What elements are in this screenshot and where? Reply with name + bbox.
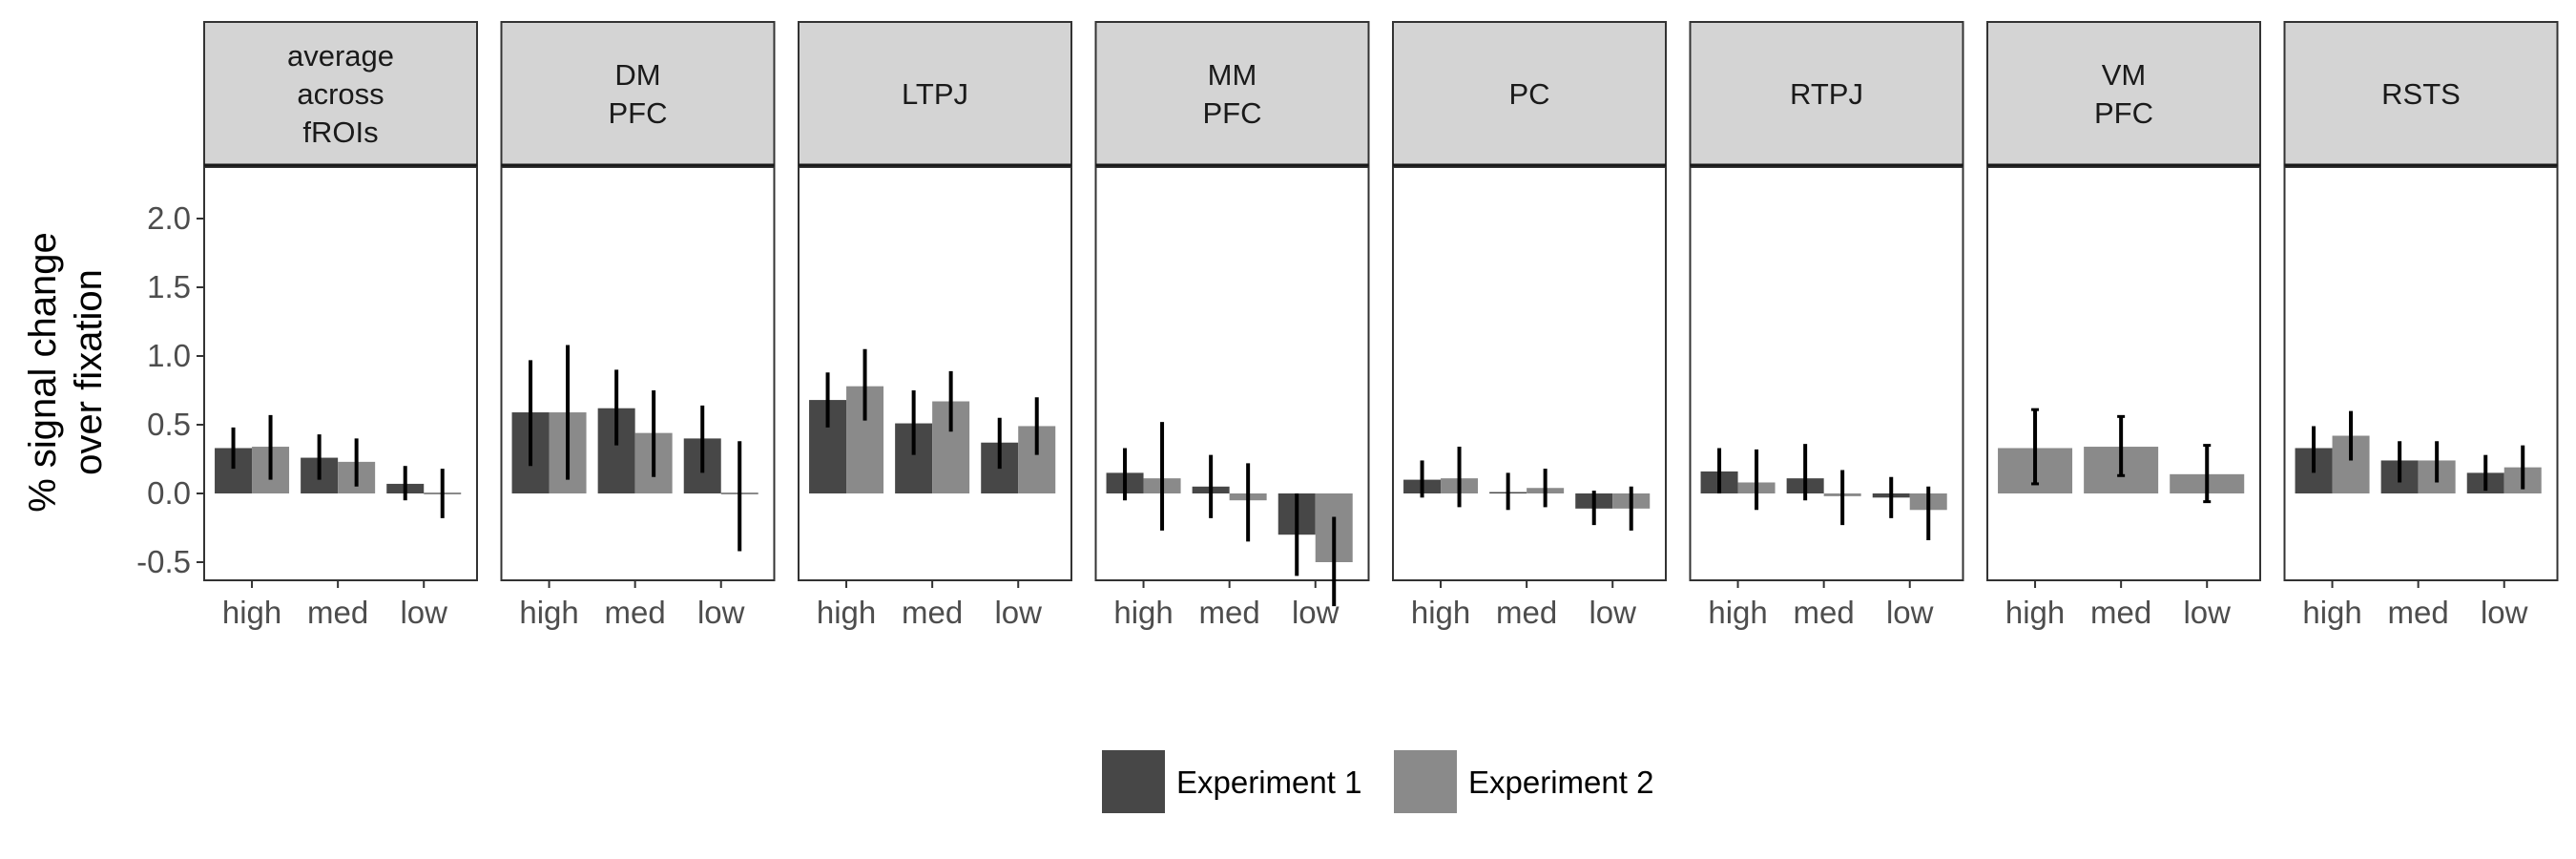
facet-panel: average across fROIs high med low bbox=[203, 21, 478, 630]
x-tick-label: med bbox=[307, 595, 368, 630]
x-tick-label: med bbox=[1496, 595, 1557, 630]
facet-title: PFC bbox=[609, 96, 668, 130]
y-tick-label: 0.0 bbox=[147, 475, 191, 511]
facet-strip bbox=[2283, 21, 2559, 166]
x-tick-label: low bbox=[400, 595, 447, 630]
y-axis-title: % signal change over fixation bbox=[22, 232, 110, 513]
x-tick-label: med bbox=[1199, 595, 1260, 630]
x-tick-label: high bbox=[2005, 595, 2065, 630]
x-tick-label: med bbox=[1794, 595, 1855, 630]
facet-strip bbox=[1094, 21, 1370, 166]
x-tick-label: med bbox=[2090, 595, 2151, 630]
x-tick-label: low bbox=[697, 595, 745, 630]
facet-strip bbox=[500, 21, 776, 166]
facet-title: MM bbox=[1208, 58, 1257, 92]
facet-panel: RTPJ high med low bbox=[1689, 21, 1964, 630]
facet-title: fROIs bbox=[302, 115, 378, 149]
facet-title: average bbox=[287, 39, 394, 73]
legend: Experiment 1 Experiment 2 bbox=[1102, 750, 1653, 813]
y-tick-label: 1.0 bbox=[147, 338, 191, 373]
x-tick-label: low bbox=[2481, 595, 2528, 630]
legend-label: Experiment 2 bbox=[1468, 765, 1653, 800]
x-tick-label: high bbox=[519, 595, 578, 630]
x-tick-label: high bbox=[2302, 595, 2361, 630]
legend-label: Experiment 1 bbox=[1176, 765, 1361, 800]
y-axis-label-line: over fixation bbox=[68, 269, 110, 475]
facet-panel: RSTS high med low bbox=[2283, 21, 2559, 630]
x-tick-label: low bbox=[1589, 595, 1636, 630]
panel-plot-area bbox=[1689, 166, 1964, 581]
facet-strip bbox=[1986, 21, 2261, 166]
panel-plot-area bbox=[203, 166, 478, 581]
x-tick-label: low bbox=[2183, 595, 2231, 630]
facet-title: PFC bbox=[1203, 96, 1262, 130]
panel-plot-area bbox=[2283, 166, 2559, 581]
x-tick-label: med bbox=[605, 595, 666, 630]
x-tick-label: low bbox=[1292, 595, 1340, 630]
facet-panel: VM PFC high med low bbox=[1986, 21, 2261, 630]
x-tick-label: high bbox=[222, 595, 281, 630]
x-tick-label: med bbox=[2388, 595, 2449, 630]
facet-title: VM bbox=[2102, 58, 2147, 92]
panel-plot-area bbox=[500, 166, 776, 581]
facet-title: RSTS bbox=[2381, 77, 2461, 111]
legend-swatch bbox=[1394, 750, 1457, 813]
x-tick-label: high bbox=[1113, 595, 1173, 630]
facet-strip bbox=[1392, 21, 1667, 166]
y-axis-label-line: % signal change bbox=[22, 232, 64, 513]
x-tick-label: low bbox=[1886, 595, 1934, 630]
panel-plot-area bbox=[1986, 166, 2261, 581]
y-tick-label: 2.0 bbox=[147, 200, 191, 236]
y-tick-label: -0.5 bbox=[136, 544, 191, 579]
y-axis-label: % signal change over fixation bbox=[22, 232, 110, 513]
facet-title: PFC bbox=[2094, 96, 2153, 130]
facet-strip bbox=[798, 21, 1072, 166]
x-tick-label: high bbox=[1708, 595, 1767, 630]
facet-title: DM bbox=[614, 58, 660, 92]
y-tick-label: 0.5 bbox=[147, 407, 191, 442]
y-tick-label: 1.5 bbox=[147, 269, 191, 304]
facet-title: LTPJ bbox=[902, 77, 968, 111]
panel-plot-area bbox=[798, 166, 1072, 581]
facet-panel: DM PFC high med low bbox=[500, 21, 776, 630]
x-tick-label: high bbox=[817, 595, 876, 630]
facet-panel: PC high med low bbox=[1392, 21, 1667, 630]
x-tick-label: low bbox=[994, 595, 1042, 630]
legend-swatch bbox=[1102, 750, 1165, 813]
x-tick-label: high bbox=[1411, 595, 1470, 630]
facet-title: PC bbox=[1508, 77, 1549, 111]
facet-panel: LTPJ high med low bbox=[798, 21, 1072, 630]
facet-panel: MM PFC high med low bbox=[1094, 21, 1370, 630]
facet-title: RTPJ bbox=[1790, 77, 1863, 111]
x-tick-label: med bbox=[902, 595, 963, 630]
panel-plot-area bbox=[1392, 166, 1667, 581]
y-axis: -0.5 0.0 0.5 1.0 1.5 2.0 bbox=[136, 200, 204, 579]
facet-title: across bbox=[297, 77, 384, 111]
